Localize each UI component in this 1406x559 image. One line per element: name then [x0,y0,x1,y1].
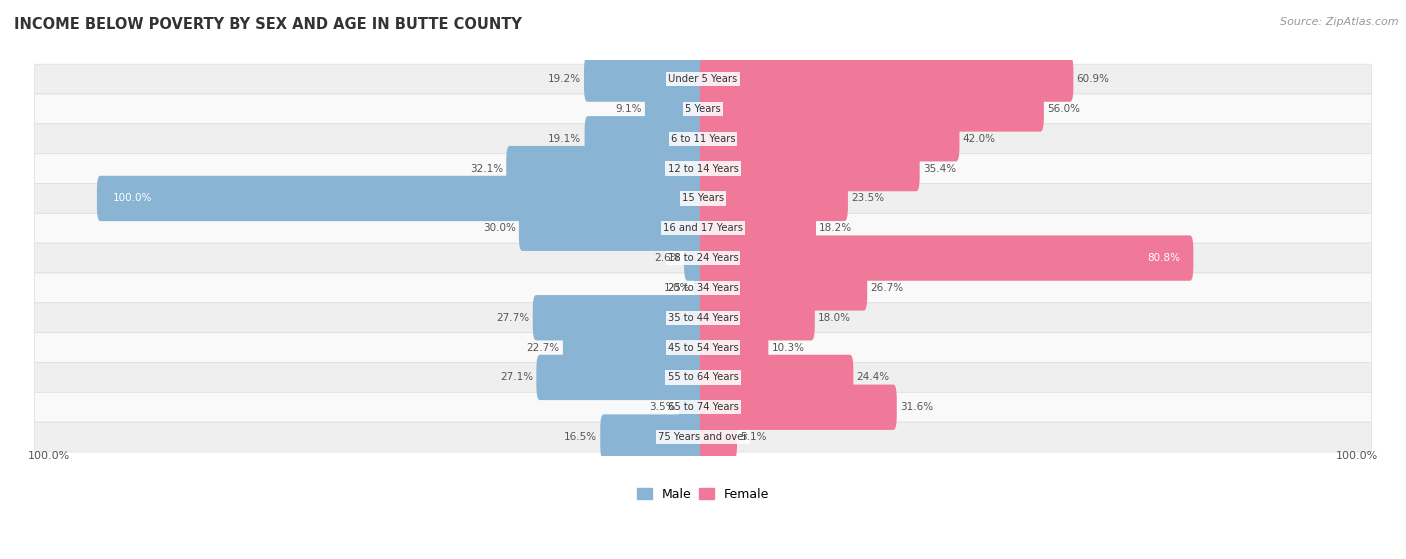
FancyBboxPatch shape [35,183,1371,214]
FancyBboxPatch shape [35,273,1371,303]
FancyBboxPatch shape [35,94,1371,124]
Text: 60.9%: 60.9% [1077,74,1109,84]
FancyBboxPatch shape [35,243,1371,273]
Text: Under 5 Years: Under 5 Years [668,74,738,84]
FancyBboxPatch shape [562,325,706,370]
Text: 30.0%: 30.0% [482,223,516,233]
FancyBboxPatch shape [35,392,1371,422]
Text: 9.1%: 9.1% [614,104,641,114]
Text: 6 to 11 Years: 6 to 11 Years [671,134,735,144]
Text: 5.1%: 5.1% [741,432,766,442]
Text: 42.0%: 42.0% [963,134,995,144]
FancyBboxPatch shape [685,235,706,281]
Text: 100.0%: 100.0% [1336,451,1378,461]
Text: 27.7%: 27.7% [496,312,530,323]
FancyBboxPatch shape [693,265,706,311]
Text: 18 to 24 Years: 18 to 24 Years [668,253,738,263]
Text: INCOME BELOW POVERTY BY SEX AND AGE IN BUTTE COUNTY: INCOME BELOW POVERTY BY SEX AND AGE IN B… [14,17,522,32]
Text: 35.4%: 35.4% [922,164,956,174]
Text: 3.5%: 3.5% [648,402,675,412]
FancyBboxPatch shape [700,176,848,221]
Text: 56.0%: 56.0% [1047,104,1080,114]
FancyBboxPatch shape [35,64,1371,94]
FancyBboxPatch shape [700,86,1043,131]
FancyBboxPatch shape [700,385,897,430]
Text: 19.2%: 19.2% [547,74,581,84]
FancyBboxPatch shape [700,295,815,340]
Text: 10.3%: 10.3% [772,343,804,353]
FancyBboxPatch shape [645,86,706,131]
FancyBboxPatch shape [700,265,868,311]
FancyBboxPatch shape [700,116,959,162]
Text: 100.0%: 100.0% [114,193,153,203]
Text: 16 and 17 Years: 16 and 17 Years [664,223,742,233]
Text: 22.7%: 22.7% [526,343,560,353]
FancyBboxPatch shape [700,325,768,370]
Text: 31.6%: 31.6% [900,402,934,412]
Text: Source: ZipAtlas.com: Source: ZipAtlas.com [1281,17,1399,27]
FancyBboxPatch shape [700,206,815,251]
Text: 26.7%: 26.7% [870,283,904,293]
Text: 100.0%: 100.0% [28,451,70,461]
Text: 23.5%: 23.5% [851,193,884,203]
Text: 24.4%: 24.4% [856,372,890,382]
FancyBboxPatch shape [35,214,1371,243]
FancyBboxPatch shape [700,56,1073,102]
FancyBboxPatch shape [533,295,706,340]
FancyBboxPatch shape [35,124,1371,154]
FancyBboxPatch shape [35,303,1371,333]
FancyBboxPatch shape [700,355,853,400]
FancyBboxPatch shape [700,235,1194,281]
FancyBboxPatch shape [35,154,1371,183]
FancyBboxPatch shape [506,146,706,191]
Text: 45 to 54 Years: 45 to 54 Years [668,343,738,353]
Text: 32.1%: 32.1% [470,164,503,174]
FancyBboxPatch shape [35,422,1371,452]
Text: 5 Years: 5 Years [685,104,721,114]
Legend: Male, Female: Male, Female [631,483,775,506]
FancyBboxPatch shape [600,414,706,459]
Text: 65 to 74 Years: 65 to 74 Years [668,402,738,412]
Text: 16.5%: 16.5% [564,432,598,442]
FancyBboxPatch shape [519,206,706,251]
FancyBboxPatch shape [35,362,1371,392]
Text: 12 to 14 Years: 12 to 14 Years [668,164,738,174]
FancyBboxPatch shape [585,116,706,162]
Text: 80.8%: 80.8% [1147,253,1180,263]
Text: 75 Years and over: 75 Years and over [658,432,748,442]
FancyBboxPatch shape [35,333,1371,362]
Text: 55 to 64 Years: 55 to 64 Years [668,372,738,382]
Text: 25 to 34 Years: 25 to 34 Years [668,283,738,293]
Text: 2.6%: 2.6% [654,253,681,263]
FancyBboxPatch shape [700,414,737,459]
Text: 18.2%: 18.2% [820,223,852,233]
Text: 1.0%: 1.0% [664,283,690,293]
Text: 18.0%: 18.0% [818,312,851,323]
FancyBboxPatch shape [536,355,706,400]
FancyBboxPatch shape [97,176,706,221]
Text: 19.1%: 19.1% [548,134,581,144]
Text: 15 Years: 15 Years [682,193,724,203]
Text: 35 to 44 Years: 35 to 44 Years [668,312,738,323]
Text: 27.1%: 27.1% [501,372,533,382]
FancyBboxPatch shape [700,146,920,191]
FancyBboxPatch shape [583,56,706,102]
FancyBboxPatch shape [679,385,706,430]
